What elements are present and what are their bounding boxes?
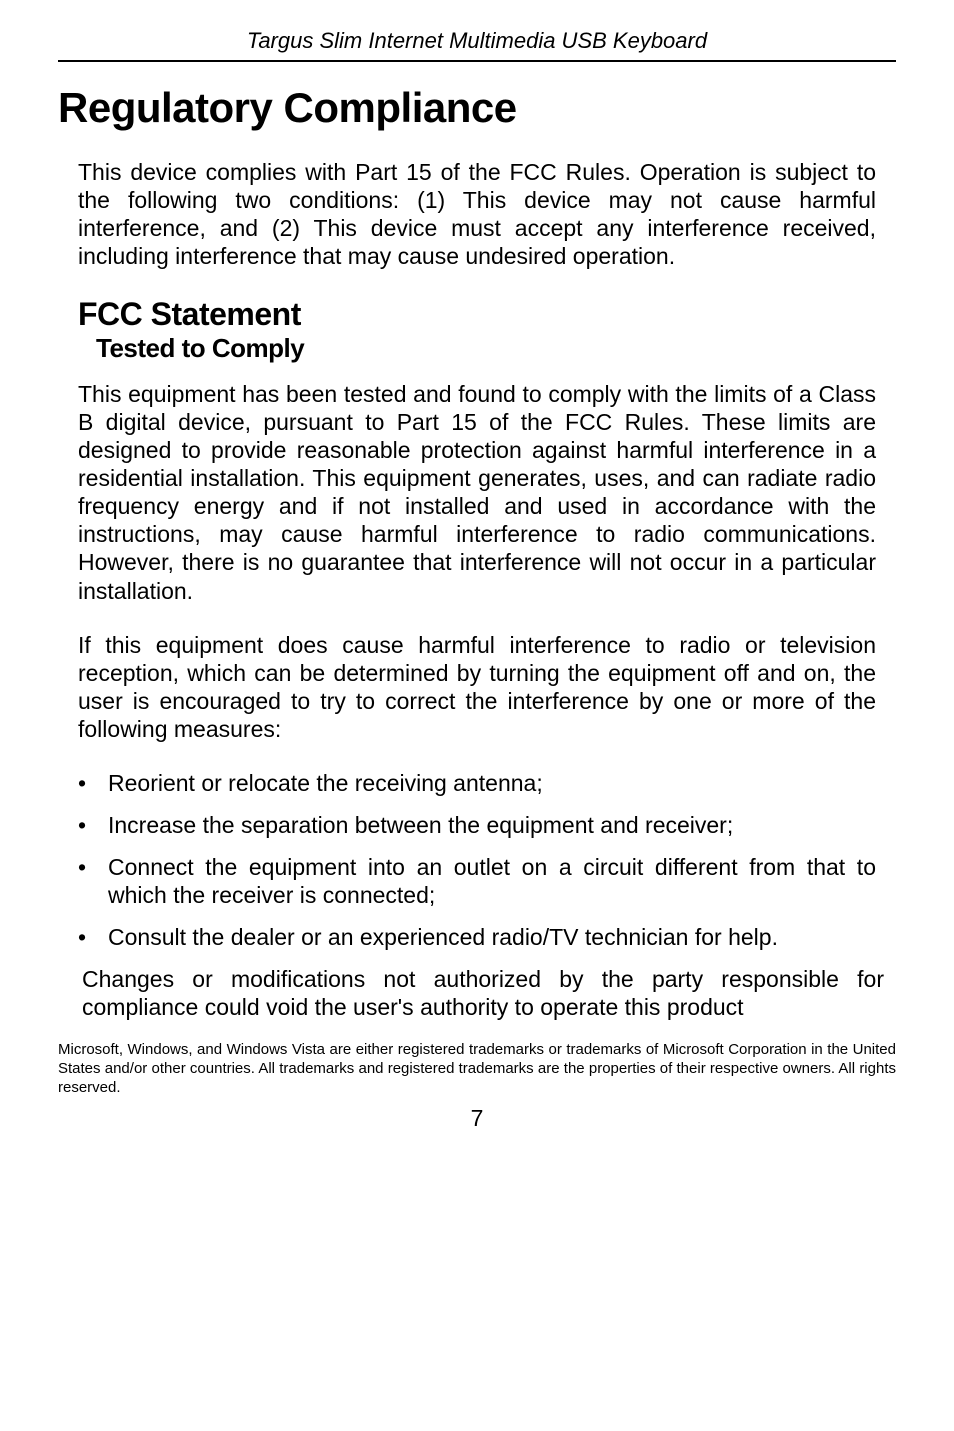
section-para-1: This equipment has been tested and found… xyxy=(78,380,876,604)
section-para-2: If this equipment does cause harmful int… xyxy=(78,631,876,743)
trademark-footer: Microsoft, Windows, and Windows Vista ar… xyxy=(58,1041,896,1097)
intro-paragraph: This device complies with Part 15 of the… xyxy=(78,158,876,270)
header-rule xyxy=(58,60,896,62)
list-item: Reorient or relocate the receiving anten… xyxy=(78,769,876,797)
section-heading: FCC Statement xyxy=(78,296,896,333)
list-item: Consult the dealer or an experienced rad… xyxy=(78,923,876,951)
compliance-note: Changes or modifications not authorized … xyxy=(82,965,884,1021)
page-number: 7 xyxy=(58,1105,896,1132)
list-item: Connect the equipment into an outlet on … xyxy=(78,853,876,909)
section-subheading: Tested to Comply xyxy=(96,333,896,364)
bullet-list: Reorient or relocate the receiving anten… xyxy=(78,769,876,951)
list-item: Increase the separation between the equi… xyxy=(78,811,876,839)
page-title: Regulatory Compliance xyxy=(58,84,896,132)
running-header: Targus Slim Internet Multimedia USB Keyb… xyxy=(58,28,896,60)
